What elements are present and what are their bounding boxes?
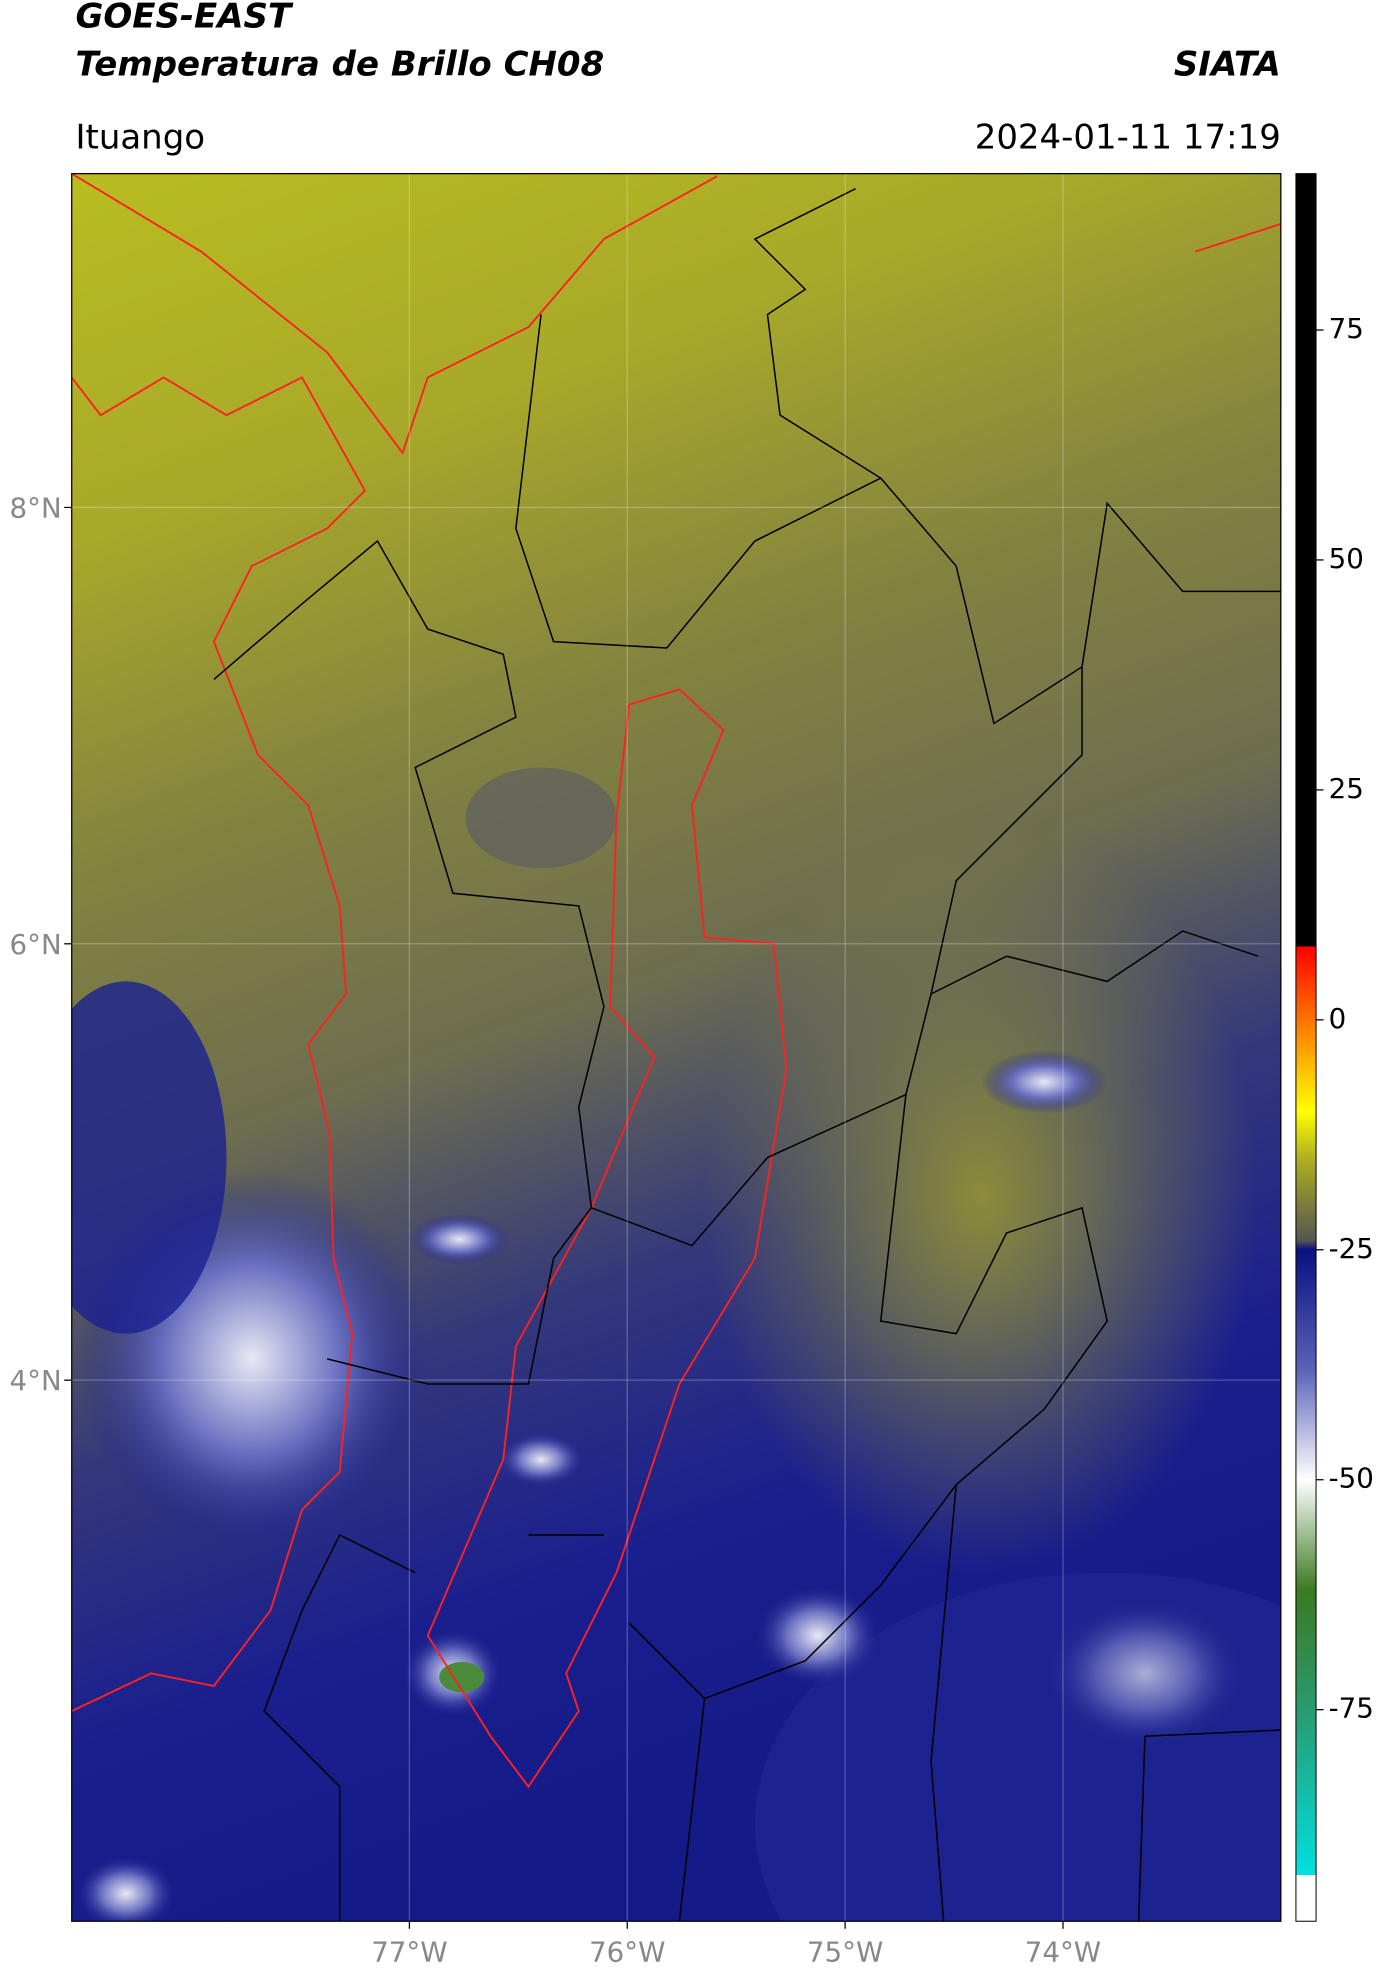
x-tick-label: 76°W — [589, 1935, 665, 1968]
grid — [71, 173, 1281, 1922]
location: Ituango — [75, 117, 205, 157]
y-tick-label: 8°N — [10, 492, 62, 525]
colorbar-tick-label: 50 — [1329, 542, 1364, 575]
x-tick-label: 77°W — [371, 1935, 447, 1968]
colorbar-tick-label: -75 — [1329, 1692, 1374, 1725]
x-tick-label: 75°W — [807, 1935, 883, 1968]
brand: SIATA — [1174, 44, 1281, 84]
colorbar-tick-label: 0 — [1329, 1002, 1347, 1035]
subtitle: Temperatura de Brillo CH08 — [75, 44, 604, 84]
title: GOES-EAST — [75, 0, 293, 37]
map-frame — [71, 172, 1282, 1922]
colorbar-tick-label: -25 — [1329, 1232, 1374, 1265]
x-tick-label: 74°W — [1025, 1935, 1101, 1968]
y-tick-label: 6°N — [10, 928, 62, 961]
y-tick-label: 4°N — [10, 1364, 62, 1397]
colorbar-tick-label: 25 — [1329, 772, 1364, 805]
colorbar-tick-label: -50 — [1329, 1462, 1374, 1495]
datetime: 2024-01-11 17:19 — [975, 117, 1281, 157]
colorbar — [1295, 173, 1317, 1922]
colorbar-tick-label: 75 — [1329, 312, 1364, 345]
map-image — [71, 173, 1281, 1922]
